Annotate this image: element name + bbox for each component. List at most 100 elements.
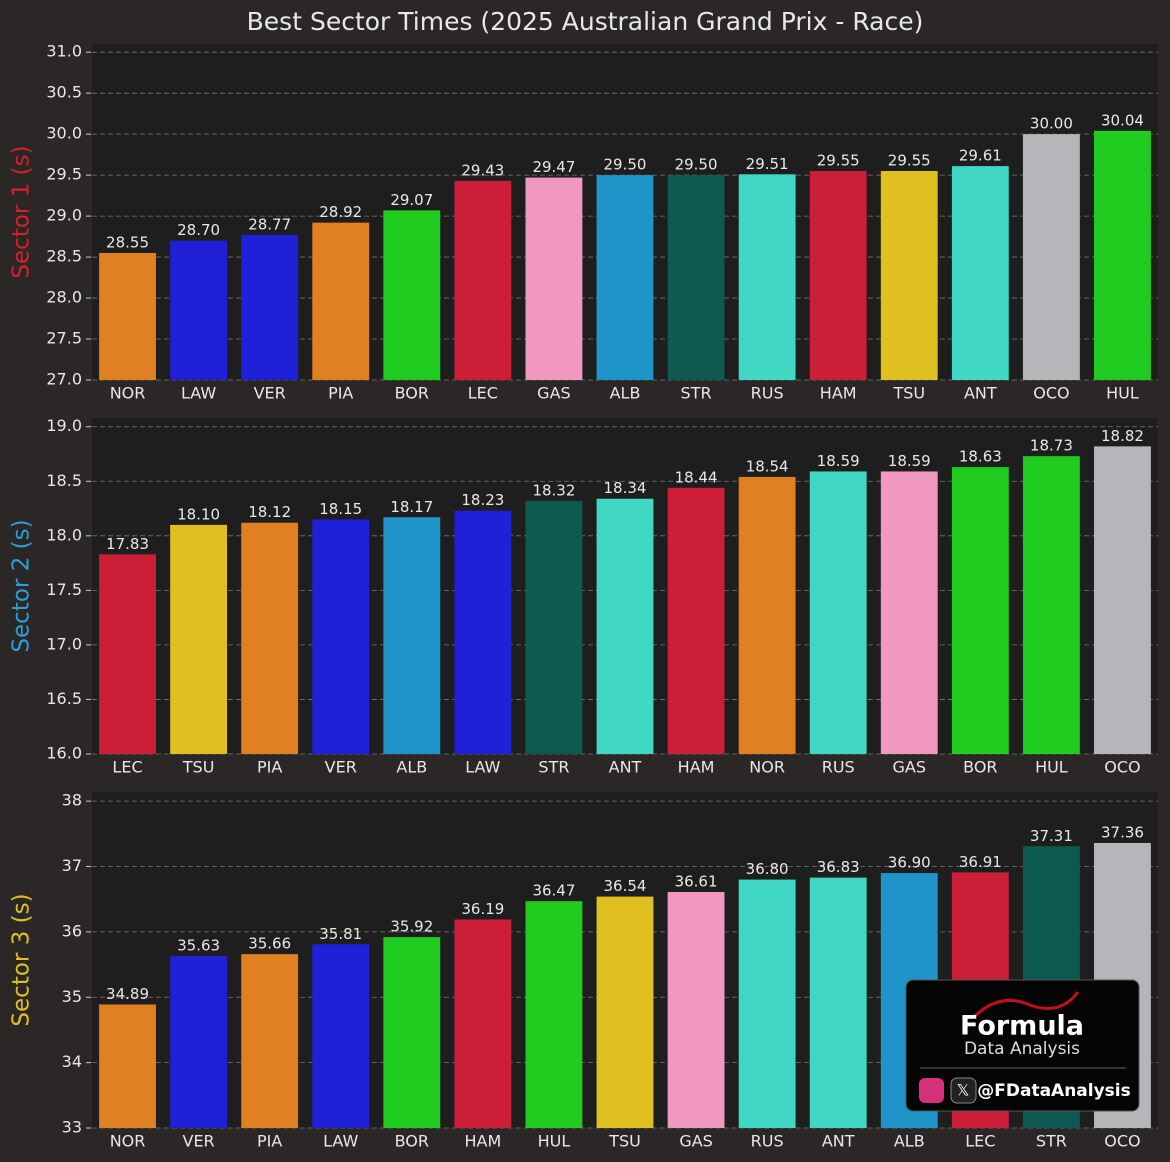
value-label: 36.80 [746, 860, 789, 878]
x-tick-label: HAM [678, 758, 715, 777]
x-tick-label: NOR [110, 384, 146, 403]
x-tick-label: LAW [465, 758, 500, 777]
value-label: 18.10 [177, 505, 220, 523]
value-label: 36.19 [461, 900, 504, 918]
value-label: 35.92 [390, 918, 433, 936]
value-label: 37.36 [1101, 823, 1144, 841]
bar [454, 919, 512, 1128]
value-label: 28.55 [106, 233, 149, 251]
value-label: 34.89 [106, 985, 149, 1003]
x-tick-label: ANT [822, 1132, 855, 1151]
x-tick-label: RUS [751, 1132, 784, 1151]
bar [667, 175, 725, 380]
value-label: 37.31 [1030, 827, 1073, 845]
bar [312, 519, 370, 754]
bar [809, 877, 867, 1128]
y-tick-label: 17.5 [46, 580, 82, 599]
bar [170, 524, 228, 754]
bar [809, 171, 867, 380]
x-tick-label: LEC [112, 758, 142, 777]
x-tick-label: ALB [894, 1132, 925, 1151]
x-tick-label: STR [538, 758, 569, 777]
x-tick-label: HAM [464, 1132, 501, 1151]
value-label: 18.73 [1030, 437, 1073, 455]
bar [1094, 446, 1151, 754]
y-tick-label: 27.5 [46, 329, 82, 348]
value-label: 29.55 [817, 152, 860, 170]
x-tick-label: GAS [679, 1132, 713, 1151]
bar [1022, 456, 1080, 754]
value-label: 36.91 [959, 853, 1002, 871]
bar [525, 177, 583, 380]
value-label: 36.90 [888, 854, 931, 872]
value-label: 29.55 [888, 152, 931, 170]
value-label: 29.51 [746, 155, 789, 173]
x-tick-label: NOR [749, 758, 785, 777]
bar [454, 180, 512, 380]
bar [241, 954, 299, 1128]
bar [99, 1004, 156, 1128]
x-tick-label: BOR [395, 1132, 429, 1151]
bar [738, 879, 796, 1128]
y-tick-label: 37 [62, 856, 82, 875]
bar [170, 956, 228, 1128]
bar [525, 901, 583, 1128]
x-tick-label: STR [1036, 1132, 1067, 1151]
x-tick-label: BOR [963, 758, 997, 777]
y-tick-label: 27.0 [46, 370, 82, 389]
value-label: 18.17 [390, 498, 433, 516]
x-tick-label: HAM [820, 384, 857, 403]
x-tick-label: NOR [110, 1132, 146, 1151]
y-tick-label: 16.5 [46, 689, 82, 708]
x-tick-label: LEC [468, 384, 498, 403]
value-label: 17.83 [106, 535, 149, 553]
value-label: 18.59 [888, 452, 931, 470]
watermark-brand: Formula [960, 1011, 1084, 1042]
value-label: 29.50 [675, 156, 718, 174]
x-tick-label: ALB [610, 384, 641, 403]
x-tick-label: TSU [182, 758, 215, 777]
bar [383, 210, 441, 380]
value-label: 18.44 [675, 468, 718, 486]
x-tick-label: RUS [751, 384, 784, 403]
bar [880, 471, 938, 754]
value-label: 18.59 [817, 452, 860, 470]
x-tick-label: ALB [396, 758, 427, 777]
y-tick-label: 35 [62, 987, 82, 1006]
y-tick-label: 30.5 [46, 83, 82, 102]
bar [809, 471, 867, 754]
watermark-subtitle: Data Analysis [964, 1039, 1080, 1059]
value-label: 28.77 [248, 215, 291, 233]
value-label: 35.81 [319, 925, 362, 943]
bar [241, 522, 299, 754]
y-axis-label: Sector 2 (s) [9, 519, 35, 652]
figure-title: Best Sector Times (2025 Australian Grand… [247, 7, 924, 36]
value-label: 18.15 [319, 500, 362, 518]
x-tick-label: OCO [1104, 758, 1140, 777]
watermark-handle: @FDataAnalysis [977, 1081, 1131, 1101]
bar [738, 476, 796, 754]
value-label: 30.04 [1101, 111, 1144, 129]
bar [312, 222, 370, 380]
value-label: 29.50 [604, 156, 647, 174]
bar [596, 896, 654, 1128]
x-tick-label: VER [325, 758, 357, 777]
x-tick-label: VER [183, 1132, 215, 1151]
y-axis-label: Sector 3 (s) [9, 893, 35, 1026]
x-tick-label: TSU [608, 1132, 641, 1151]
value-label: 35.63 [177, 937, 220, 955]
y-tick-label: 18.5 [46, 471, 82, 490]
x-tick-label: BOR [395, 384, 429, 403]
value-label: 29.47 [532, 158, 575, 176]
y-tick-label: 31.0 [46, 42, 82, 61]
x-tick-label: RUS [822, 758, 855, 777]
value-label: 36.54 [604, 877, 647, 895]
value-label: 18.32 [532, 481, 575, 499]
x-tick-label: LAW [323, 1132, 358, 1151]
y-tick-label: 30.0 [46, 124, 82, 143]
y-tick-label: 28.0 [46, 288, 82, 307]
bar [880, 171, 938, 380]
value-label: 30.00 [1030, 115, 1073, 133]
y-tick-label: 16.0 [46, 744, 82, 763]
